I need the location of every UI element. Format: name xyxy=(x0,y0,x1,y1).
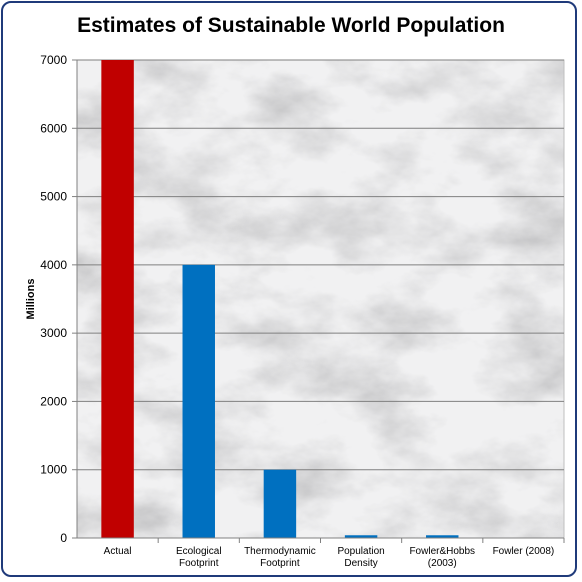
y-tick-label: 3000 xyxy=(40,326,67,340)
y-tick-label: 7000 xyxy=(40,53,67,67)
x-axis-categories: Actual Ecological Footprint Thermodynamic Fo… xyxy=(104,538,565,569)
bar xyxy=(101,60,134,538)
x-category-label: Actual xyxy=(104,546,132,557)
chart-title: Estimates of Sustainable World Populatio… xyxy=(77,14,505,37)
bar xyxy=(182,264,215,538)
plot-area-background xyxy=(77,60,564,538)
gridlines xyxy=(77,59,564,471)
bar xyxy=(263,469,297,538)
bars xyxy=(101,60,540,538)
x-category-label: Population Density xyxy=(337,546,384,569)
y-tick-label: 1000 xyxy=(40,463,67,477)
bar xyxy=(344,535,378,538)
y-axis-ticks: 0 1000 2000 3000 4000 5000 6000 7000 xyxy=(40,53,77,545)
x-category-label: Fowler&Hobbs (2003) xyxy=(409,546,475,569)
y-tick-label: 6000 xyxy=(40,121,67,135)
x-category-label: Ecological Footprint xyxy=(176,546,222,569)
x-category-label: Thermodynamic Footprint xyxy=(244,546,316,569)
y-tick-label: 2000 xyxy=(40,394,67,408)
x-category-label: Fowler (2008) xyxy=(493,546,555,557)
bar xyxy=(426,535,459,538)
y-tick-label: 0 xyxy=(60,531,67,545)
y-tick-label: 5000 xyxy=(40,190,67,204)
y-axis-label: Millions xyxy=(25,279,37,320)
y-tick-label: 4000 xyxy=(40,258,67,272)
